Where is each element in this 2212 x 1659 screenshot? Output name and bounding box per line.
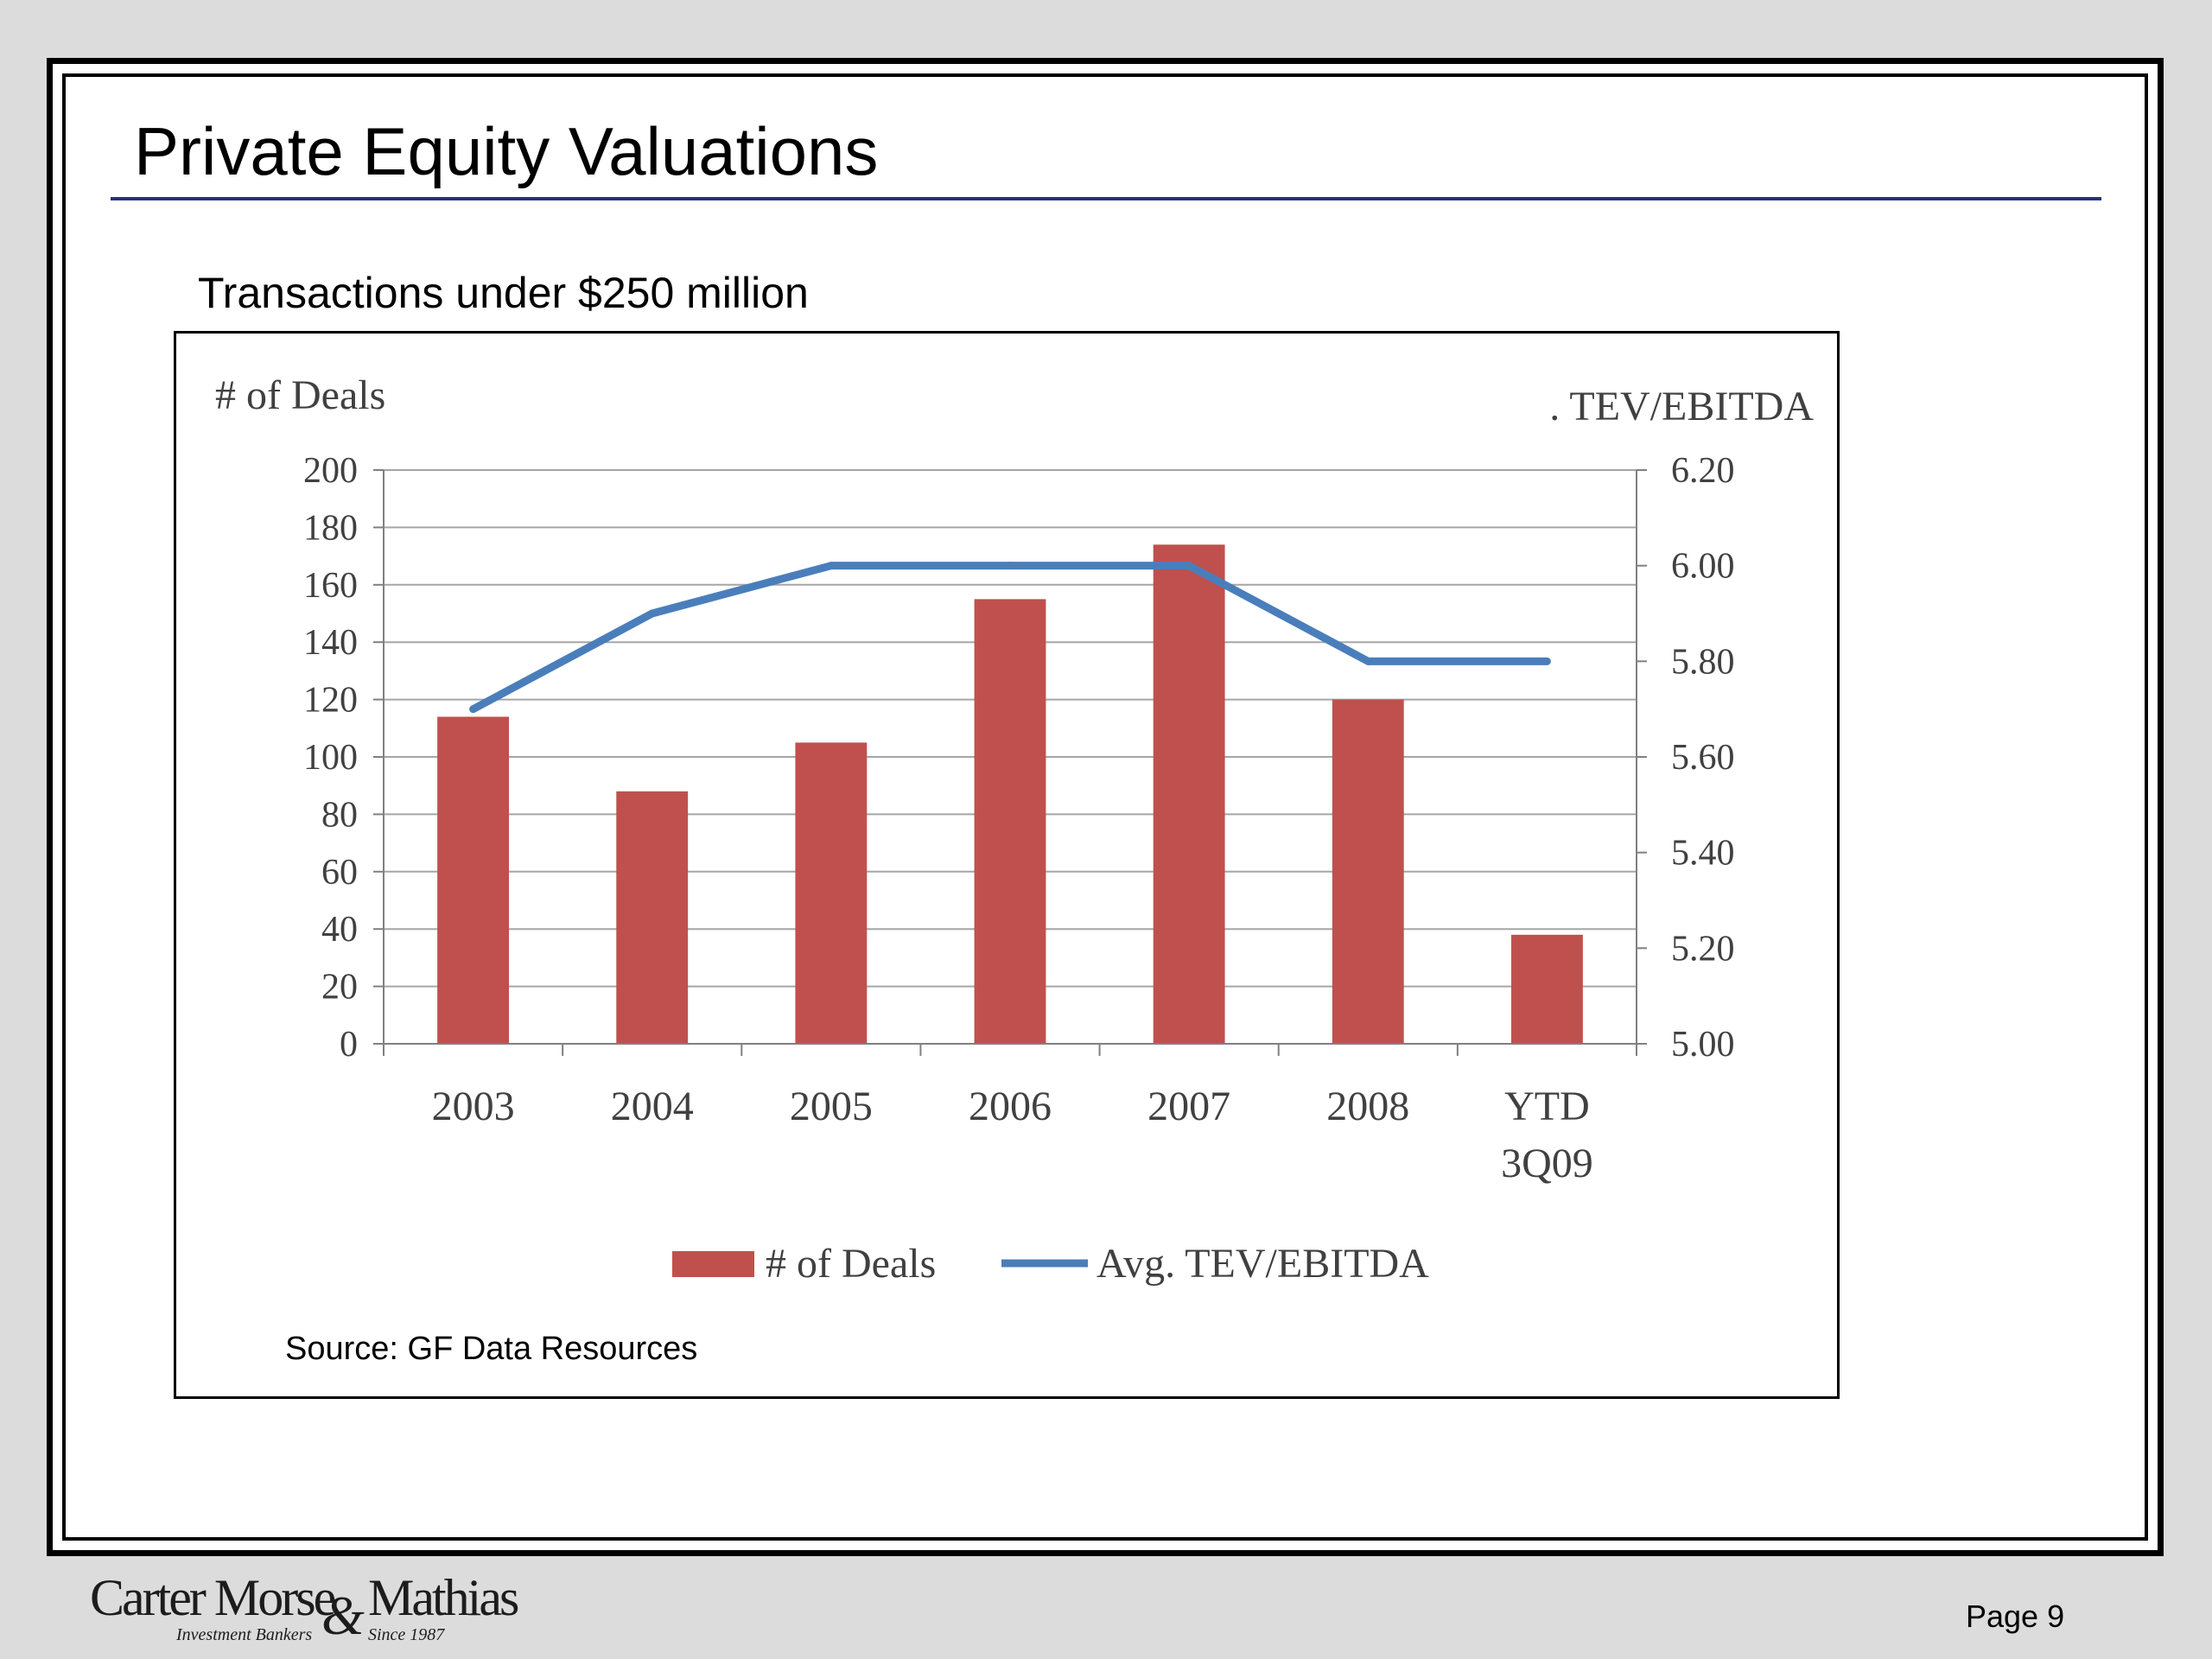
bar-2004: [616, 791, 689, 1044]
line-point-2006: [1006, 562, 1014, 570]
bar-2007: [1153, 544, 1225, 1044]
logo-name-left: Carter Morse: [90, 1569, 336, 1626]
line-point-2005: [827, 562, 836, 570]
left-axis-title: # of Deals: [215, 372, 385, 418]
x-tick-label: YTD: [1504, 1084, 1590, 1129]
bar-ytd-3q09: [1511, 934, 1583, 1044]
left-tick-label: 40: [321, 910, 358, 950]
title-rule: [111, 197, 2101, 200]
page-title: Private Equity Valuations: [134, 113, 879, 189]
legend: # of Deals Avg. TEV/EBITDA: [672, 1241, 1429, 1287]
x-tick-label: 2005: [790, 1084, 873, 1129]
line-series: [469, 562, 1551, 714]
left-tick-label: 60: [321, 853, 358, 893]
company-logo: Carter Morse & Mathias Investment Banker…: [90, 1568, 519, 1648]
line-point-2007: [1185, 562, 1193, 570]
x-tick-label: 3Q09: [1501, 1141, 1593, 1186]
legend-label-deals: # of Deals: [766, 1241, 936, 1287]
bar-2005: [795, 742, 868, 1044]
line-point-2003: [469, 705, 478, 714]
left-tick-label: 20: [321, 968, 358, 1007]
bar-2006: [974, 599, 1046, 1044]
left-tick-label: 200: [303, 451, 358, 491]
line-point-2004: [648, 609, 657, 618]
line-point-2008: [1363, 657, 1372, 665]
chart-svg: 0 20 40 60 80 100 120 140 160 180 200 5.00 5.20 5.40 5…: [215, 372, 1814, 1287]
right-tick-label: 5.00: [1671, 1025, 1735, 1065]
page-number: Page 9: [1966, 1599, 2065, 1634]
left-tick-label: 0: [340, 1025, 358, 1065]
left-tick-label: 120: [303, 681, 358, 721]
logo-tagline-left: Investment Bankers: [176, 1625, 313, 1644]
source-note: Source: GF Data Resources: [285, 1331, 698, 1367]
x-tick-label: 2008: [1326, 1084, 1409, 1129]
logo-tagline-right: Since 1987: [368, 1625, 445, 1644]
x-tick-label: 2007: [1147, 1084, 1230, 1129]
right-tick-label: 6.20: [1671, 451, 1735, 491]
right-tick-label: 5.20: [1671, 929, 1735, 969]
left-tick-label: 100: [303, 738, 358, 778]
x-tick-label: 2006: [969, 1084, 1052, 1129]
bar-2003: [437, 716, 509, 1044]
right-tick-label: 5.80: [1671, 642, 1735, 682]
bar-2008: [1332, 699, 1404, 1044]
left-tick-label: 160: [303, 566, 358, 606]
right-tick-label: 5.60: [1671, 738, 1735, 778]
chart-subtitle: Transactions under $250 million: [198, 269, 809, 317]
chart-box: 0 20 40 60 80 100 120 140 160 180 200 5.00 5.20 5.40 5…: [174, 331, 1840, 1399]
left-tick-label: 140: [303, 623, 358, 663]
left-tick-label: 180: [303, 508, 358, 548]
right-tick-label: 5.40: [1671, 834, 1735, 874]
axes: [373, 469, 1647, 1056]
x-tick-label: 2003: [432, 1084, 515, 1129]
logo-ampersand: &: [321, 1585, 365, 1646]
right-tick-label: 6.00: [1671, 547, 1735, 587]
left-tick-label: 80: [321, 795, 358, 835]
legend-swatch-deals: [672, 1251, 754, 1277]
line-point-ytd-3q09: [1542, 657, 1551, 665]
bars: [437, 544, 1583, 1044]
logo-name-right: Mathias: [368, 1569, 519, 1626]
right-axis-title: . TEV/EBITDA: [1549, 384, 1814, 429]
x-tick-label: 2004: [611, 1084, 694, 1129]
legend-label-tev: Avg. TEV/EBITDA: [1096, 1241, 1429, 1287]
axis-labels: 0 20 40 60 80 100 120 140 160 180 200 5.00 5.20 5.40 5…: [215, 372, 1814, 1186]
slide-inner-border: [62, 73, 2148, 1541]
